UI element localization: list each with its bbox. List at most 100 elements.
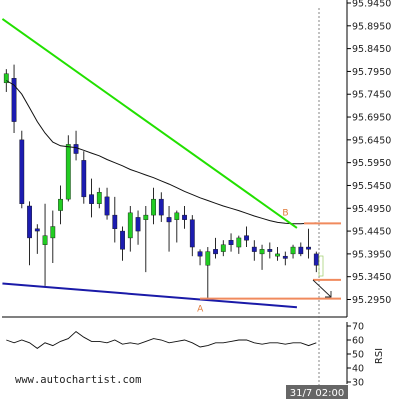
price-tick-label: 95.9450 [352, 0, 391, 10]
candle [298, 242, 304, 257]
candle-body [220, 244, 226, 252]
candle-body [112, 214, 118, 229]
candle-body [158, 198, 164, 216]
candle-body [81, 160, 87, 198]
price-tick-label: 95.7950 [352, 67, 391, 78]
candle-body [166, 217, 172, 223]
candle-body [182, 214, 187, 220]
candles [3, 64, 319, 300]
candle [11, 64, 17, 134]
candle [96, 187, 102, 209]
candle [182, 205, 187, 229]
candle-body [65, 144, 71, 200]
support-trendline [2, 282, 298, 309]
candle-body [197, 251, 203, 257]
candle-body [290, 246, 296, 255]
candle-body [189, 219, 195, 248]
rsi-tick-label: 60 [352, 336, 364, 347]
rsi-line [6, 331, 317, 349]
point-a-label: A [197, 305, 204, 315]
candle [42, 203, 48, 286]
candle-body [205, 251, 211, 266]
rsi-tick-label: 30 [352, 378, 364, 389]
candle [127, 205, 133, 252]
candle [65, 135, 71, 202]
candle-body [174, 212, 180, 220]
candle [135, 210, 141, 245]
price-axis-ticks: 95.9450 95.8950 95.8450 95.7950 95.7450 95.69… [347, 0, 391, 306]
candle-body [306, 246, 311, 250]
candle [189, 215, 195, 257]
candle-body [120, 230, 125, 250]
candle [151, 187, 156, 225]
candle-body [282, 255, 288, 259]
candle-body [143, 214, 149, 220]
candle-body [19, 139, 25, 204]
candle-body [213, 249, 218, 255]
rsi-axis-ticks: 70 60 50 40 30 [347, 322, 364, 389]
resistance-trendline [1, 18, 298, 229]
rsi-tick-label: 40 [352, 364, 364, 375]
candle-body [267, 249, 273, 252]
candle [58, 185, 63, 225]
rsi-pane: 70 60 50 40 30 RSI [6, 322, 385, 389]
rsi-tick-label: 70 [352, 322, 364, 333]
price-tick-label: 95.8450 [352, 44, 391, 55]
candle [236, 235, 242, 254]
pattern-points: BA [197, 208, 288, 314]
price-tick-label: 95.4450 [352, 227, 391, 238]
candle [228, 233, 234, 252]
candle [275, 247, 280, 261]
candle [166, 205, 172, 252]
candle [220, 240, 226, 257]
price-tick-label: 95.5450 [352, 181, 391, 192]
price-tick-label: 95.4950 [352, 204, 391, 215]
candle [251, 240, 257, 261]
candle [81, 151, 87, 204]
candle [112, 196, 118, 243]
candle-body [58, 198, 63, 211]
rsi-label: RSI [374, 348, 385, 364]
rsi-tick-label: 50 [352, 350, 364, 361]
price-tick-label: 95.8950 [352, 21, 391, 32]
trendlines [1, 18, 298, 309]
candle [143, 205, 149, 273]
price-tick-label: 95.6950 [352, 113, 391, 124]
candle-body [73, 144, 79, 154]
candle-body [244, 235, 249, 241]
forecast-box [318, 255, 324, 277]
candle-body [135, 217, 141, 232]
candle [259, 244, 265, 270]
candle [197, 249, 203, 266]
candle [267, 242, 273, 259]
candle [19, 130, 25, 209]
candle-body [3, 73, 9, 84]
candle [158, 192, 164, 222]
candle-body [89, 194, 94, 204]
candle [104, 187, 110, 220]
candle-body [236, 237, 242, 248]
price-levels [200, 222, 341, 300]
candle-body [275, 253, 280, 257]
candle-body [104, 196, 110, 216]
candle-body [298, 246, 304, 255]
candle-body [27, 205, 32, 239]
time-label: 31/7 02:00 [290, 388, 344, 399]
candle [313, 251, 319, 273]
candle-body [228, 239, 234, 245]
candle [50, 210, 56, 264]
candle-body [34, 228, 40, 232]
candle [205, 247, 211, 300]
candle [174, 210, 180, 243]
moving-average-line [6, 80, 317, 225]
point-b-label: B [282, 208, 288, 218]
watermark: www.autochartist.com [15, 374, 141, 386]
candle [213, 237, 218, 259]
candle [27, 201, 32, 266]
price-tick-label: 95.2950 [352, 295, 391, 306]
candle [290, 244, 296, 259]
price-tick-label: 95.6450 [352, 135, 391, 146]
price-tick-label: 95.7450 [352, 90, 391, 101]
candle [73, 130, 79, 161]
